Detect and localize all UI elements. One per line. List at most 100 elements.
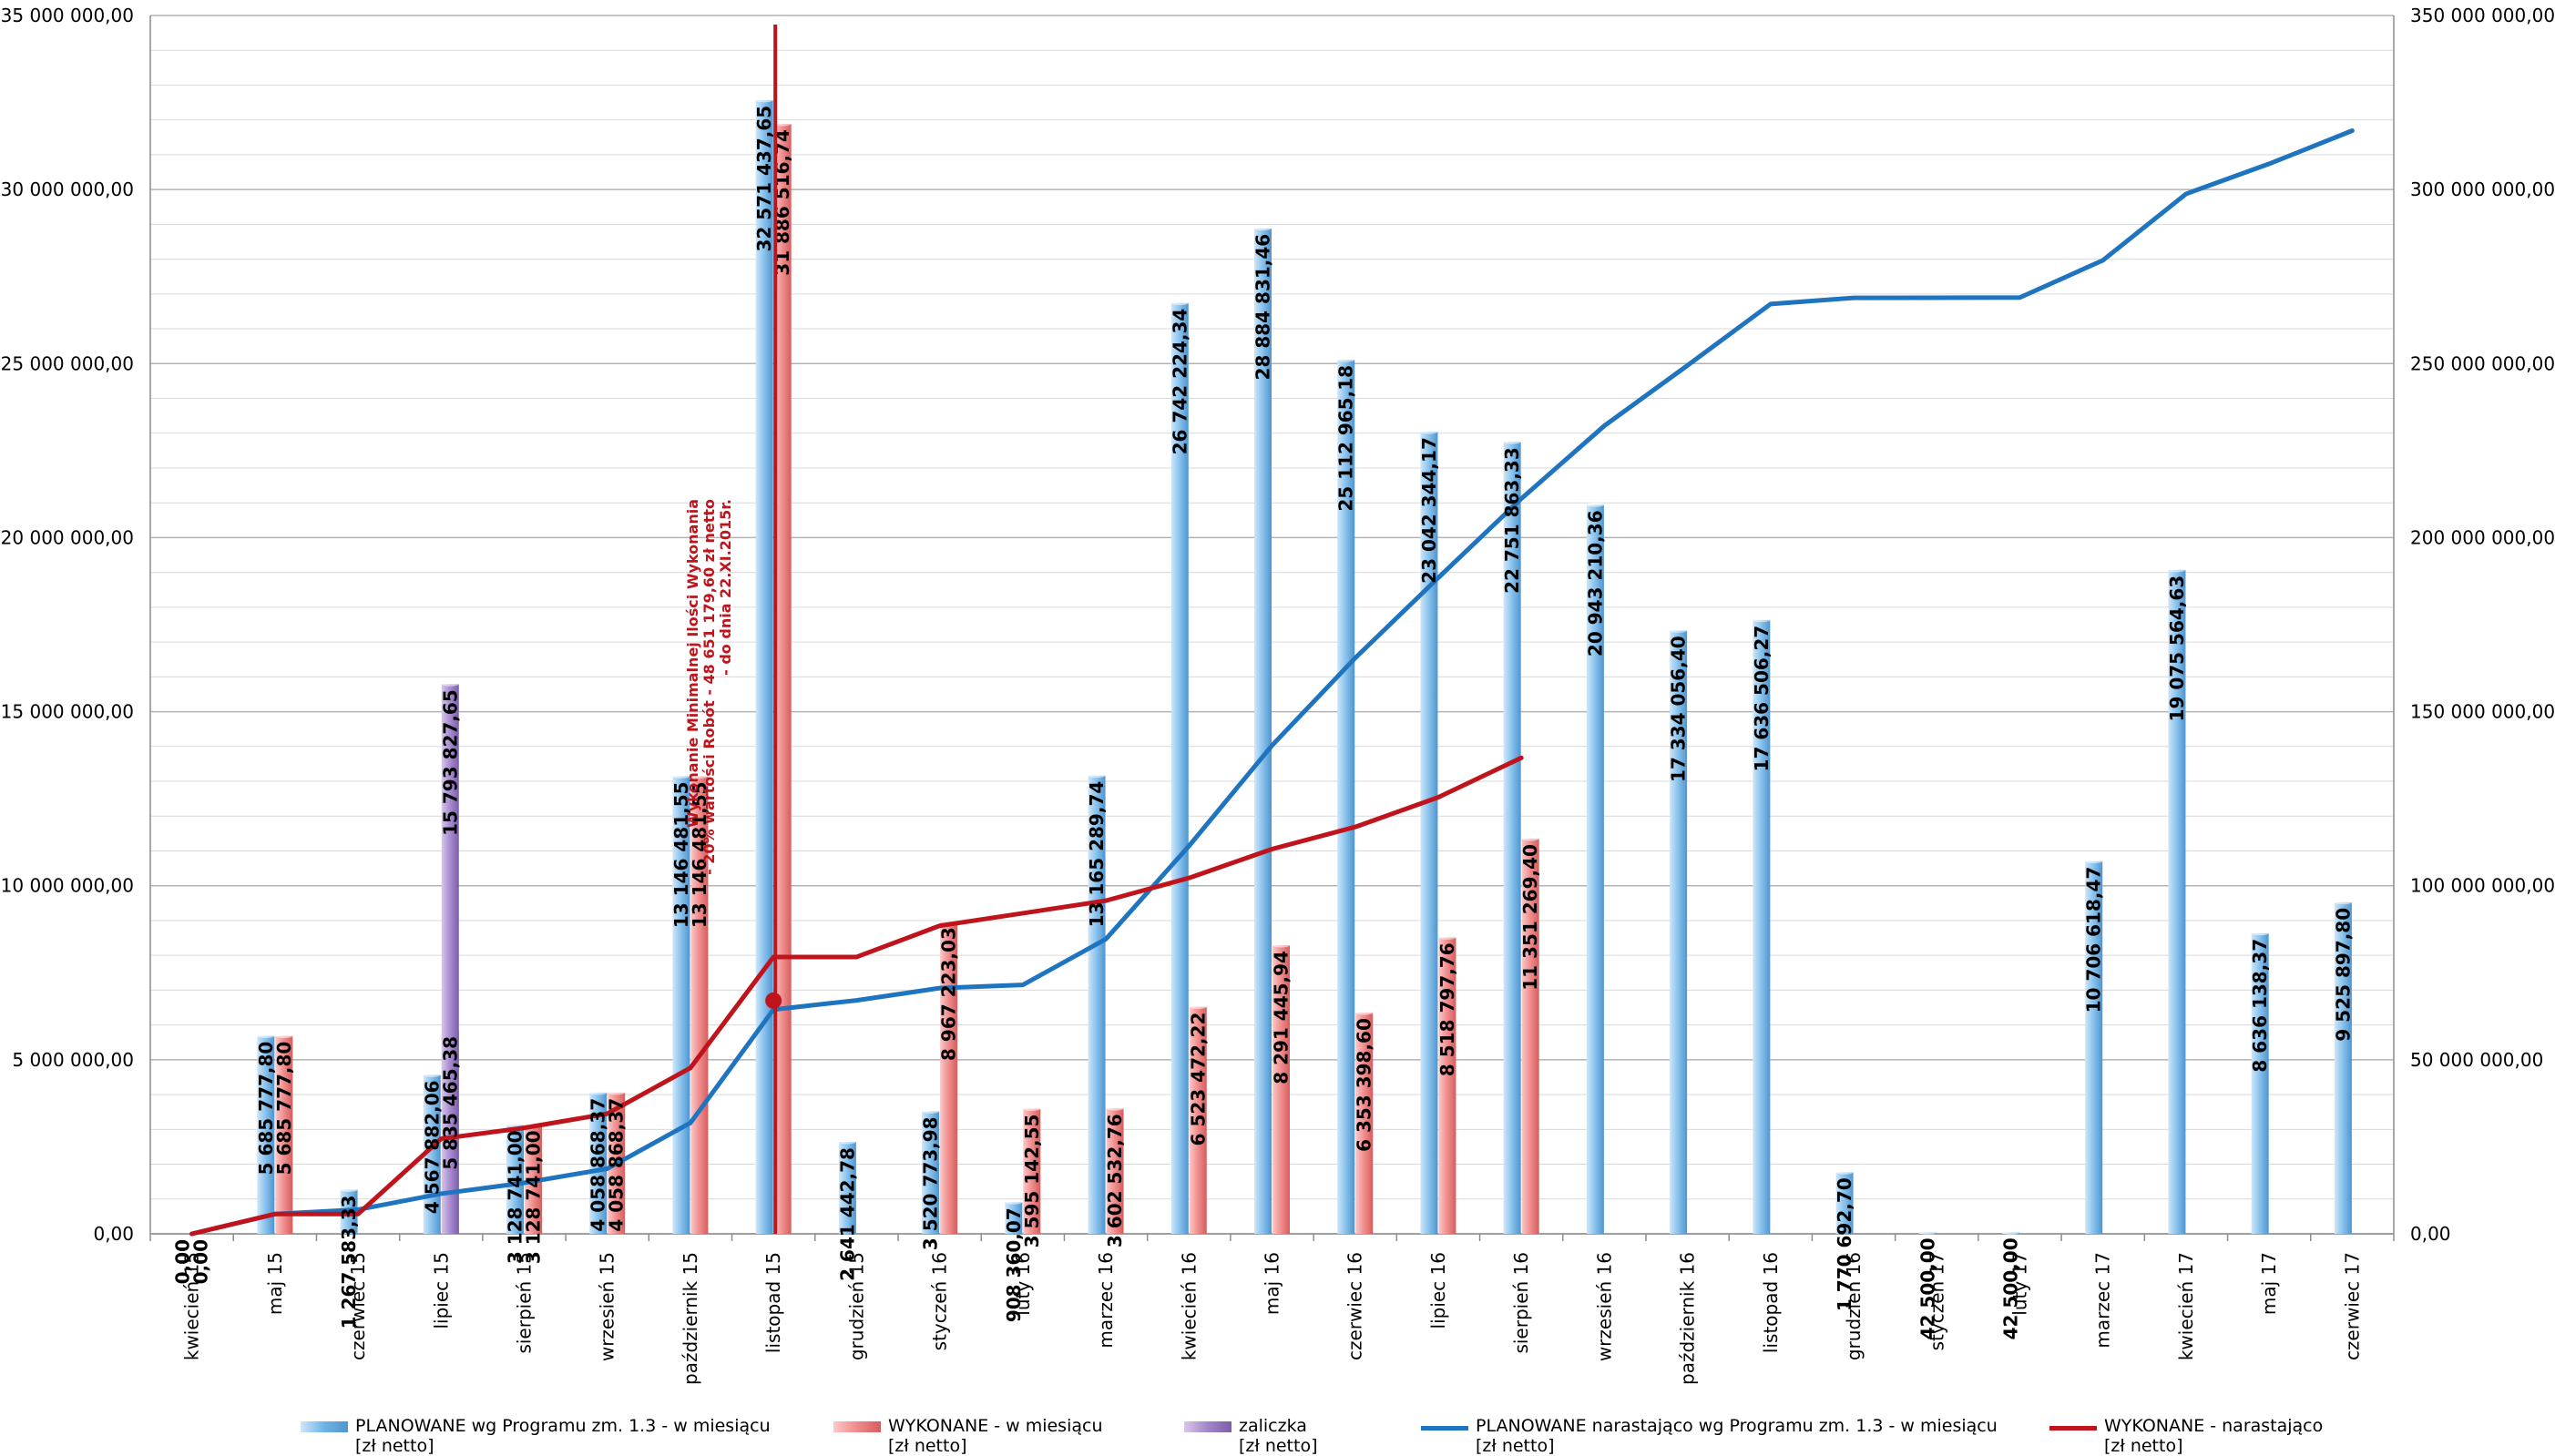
data-label: 0,00 [172,1239,194,1284]
bar-planned-cap [1753,617,1771,623]
x-tick-label: czerwiec 16 [1344,1252,1366,1360]
bar-planned-cap [1254,226,1272,231]
cumulative-lines [189,127,2355,1237]
bar-planned-cap [922,1108,940,1114]
legend: PLANOWANE wg Programu zm. 1.3 - w miesią… [0,1416,2555,1456]
data-label: 13 146 481,55 [670,781,692,928]
bar-planned [2251,932,2269,1234]
x-tick-label: kwiecień 15 [181,1252,203,1360]
bar-planned [589,1092,608,1234]
y-tick-label-left: 30 000 000,00 [1,178,134,200]
x-tick-label: sierpień 16 [1510,1252,1532,1354]
data-label: 8 518 797,76 [1436,942,1458,1076]
data-label: 15 793 827,65 [439,689,461,836]
bar-planned-cap [506,1122,524,1127]
bar-planned-cap [2085,859,2103,864]
bar-planned [672,776,690,1234]
data-label: 0,00 [190,1239,212,1284]
x-tick-label: kwiecień 17 [2175,1252,2197,1360]
legend-label: WYKONANE - w miesiącu [zł netto] [888,1416,1103,1456]
bar-planned [838,1142,856,1234]
data-label: 5 835 465,38 [439,1036,461,1170]
data-label: 23 042 344,17 [1418,437,1440,584]
y-tick-label-left: 0,00 [93,1223,134,1245]
x-tick-label: styczeń 17 [1926,1252,1947,1350]
x-tick-label: czerwiec 17 [2341,1252,2363,1360]
bar-planned-cap [1088,773,1106,779]
bar-planned-cap [2168,567,2186,573]
data-label: 3 128 741,00 [505,1130,526,1264]
x-tick-label: grudzień 15 [845,1252,867,1360]
bar-planned [1586,504,1604,1234]
bar-planned [922,1111,940,1234]
bar-planned [1420,432,1438,1234]
bar-done [1438,937,1456,1234]
bar-planned-cap [838,1139,856,1145]
data-label: 8 291 445,94 [1271,951,1293,1084]
bar-planned-cap [340,1187,358,1193]
data-label: 8 967 223,03 [938,927,960,1061]
data-label: 3 602 532,76 [1104,1114,1126,1247]
data-label: 20 943 210,36 [1584,510,1606,657]
bar-planned-cap [2334,900,2352,905]
bar-done-cap [275,1033,293,1039]
bar-planned-cap [589,1090,608,1095]
bar-done-cap [608,1090,626,1095]
legend-line-blue [1421,1426,1468,1431]
data-label: 25 112 965,18 [1335,365,1357,512]
legend-item-done-monthly: WYKONANE - w miesiącu [zł netto] [833,1416,1103,1456]
x-tick-label: maj 15 [264,1252,286,1315]
x-tick-label: lipiec 16 [1427,1252,1449,1329]
bar-done-cap [1355,1010,1374,1015]
bar-planned [1005,1202,1023,1234]
x-tick-label: październik 16 [1677,1252,1699,1385]
bar-planned [2085,860,2103,1234]
data-label: 6 523 472,22 [1187,1013,1209,1146]
bar-planned [1753,619,1771,1234]
y-tick-label-right: 150 000 000,00 [2410,701,2555,723]
data-label: 3 128 741,00 [523,1130,545,1264]
bar-planned [2334,901,2352,1234]
line-planned-cumulative [189,127,2355,1237]
x-tick-label: maj 16 [1262,1252,1283,1315]
bar-planned-cap [2251,931,2269,936]
data-label: 13 146 481,55 [689,781,710,928]
annotation: Wykonanie Minimalnej Ilości Wykonania - 2… [684,25,782,1234]
bars [257,97,2352,1235]
bar-done [940,921,958,1234]
x-tick-label: wrzesień 15 [597,1252,618,1361]
y-tick-label-right: 250 000 000,00 [2410,352,2555,374]
data-label: 3 520 773,98 [920,1116,942,1250]
bar-planned [257,1035,275,1234]
bar-planned [1337,359,1355,1234]
bar-planned-cap [1337,357,1355,362]
data-label: 1 770 692,70 [1834,1177,1855,1311]
y-tick-label-right: 50 000 000,00 [2410,1049,2543,1071]
data-label: 9 525 897,80 [2332,908,2354,1042]
x-tick-label: wrzesień 16 [1593,1252,1615,1361]
bar-planned-cap [257,1033,275,1039]
x-tick-label: styczeń 16 [929,1252,951,1350]
bar-done [1189,1006,1207,1234]
x-tick-label: luty 16 [1012,1252,1034,1316]
x-tick-label: maj 17 [2258,1252,2280,1315]
data-label: 5 685 777,80 [255,1042,277,1176]
data-label: 28 884 831,46 [1252,234,1274,381]
legend-item-advance: zaliczka [zł netto] [1184,1416,1318,1456]
data-label: 19 075 564,63 [2166,575,2188,722]
legend-label: PLANOWANE narastająco wg Programu zm. 1.… [1476,1416,1998,1456]
data-label: 5 685 777,80 [273,1042,295,1176]
x-tick-label: luty 17 [2009,1252,2031,1316]
x-tick-label: lipiec 15 [430,1252,452,1329]
bar-planned [506,1125,524,1234]
legend-label: WYKONANE - narastająco [zł netto] [2104,1416,2324,1456]
bar-done-cap [690,773,709,779]
x-tick-label: marzec 16 [1095,1252,1117,1349]
annotation-text: - 20% wartości Robót - 48 651 179,60 zł … [700,499,718,875]
bar-planned-cap [423,1072,441,1077]
data-label: 4 058 868,37 [588,1098,609,1232]
x-tick-label: październik 15 [680,1252,701,1385]
bar-planned [755,99,773,1235]
y-tick-label-left: 35 000 000,00 [1,5,134,26]
